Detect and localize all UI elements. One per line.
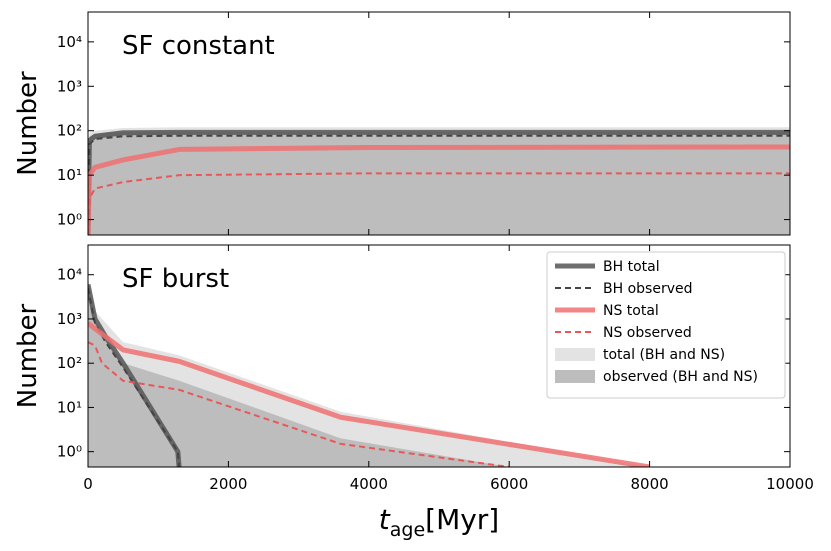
y-tick-label: 10³ — [57, 310, 82, 328]
series-line — [88, 129, 790, 235]
y-tick-label: 10⁰ — [57, 211, 82, 229]
x-tick-label: 0 — [83, 475, 93, 493]
x-axis-label-subscript: age — [390, 519, 425, 541]
x-tick-label: 2000 — [209, 475, 247, 493]
plot-area — [88, 279, 650, 467]
series-line — [88, 172, 790, 235]
plot-frame — [87, 11, 791, 236]
y-tick-label: 10¹ — [57, 166, 82, 184]
x-tick-label: 6000 — [490, 475, 528, 493]
x-axis-label-symbol: t — [379, 503, 391, 536]
area — [88, 284, 510, 467]
x-tick-label: 10000 — [766, 475, 814, 493]
x-tick-label: 8000 — [631, 475, 669, 493]
y-tick-label: 10⁴ — [57, 266, 82, 284]
series-line — [88, 287, 181, 467]
legend-label: observed (BH and NS) — [603, 369, 758, 385]
legend-box — [546, 251, 786, 399]
panel-title: SF constant — [122, 31, 275, 61]
legend-swatch — [555, 348, 595, 361]
legend-label: BH observed — [603, 281, 692, 297]
plot-frame — [87, 244, 791, 468]
y-tick-label: 10⁰ — [57, 443, 82, 461]
y-axis-label: Number — [13, 71, 43, 176]
legend-label: NS observed — [603, 325, 692, 341]
x-axis-label: tage[Myr] — [379, 503, 499, 541]
y-axis-label: Number — [13, 303, 43, 408]
legend-swatch — [555, 370, 595, 383]
panel-title: SF burst — [122, 264, 229, 294]
y-tick-label: 10¹ — [57, 398, 82, 416]
y-tick-label: 10² — [57, 354, 82, 372]
y-tick-label: 10³ — [57, 77, 82, 95]
series-line — [88, 341, 510, 467]
series-line — [88, 321, 650, 467]
y-tick-label: 10² — [57, 122, 82, 140]
legend-label: total (BH and NS) — [603, 347, 725, 363]
x-axis-label-unit: [Myr] — [425, 503, 499, 536]
plot-area — [88, 127, 790, 235]
series-line — [88, 134, 790, 235]
x-tick-label: 4000 — [350, 475, 388, 493]
legend-label: NS total — [603, 303, 659, 319]
legend-label: BH total — [603, 259, 660, 275]
area — [88, 131, 790, 235]
y-tick-label: 10⁴ — [57, 33, 82, 51]
